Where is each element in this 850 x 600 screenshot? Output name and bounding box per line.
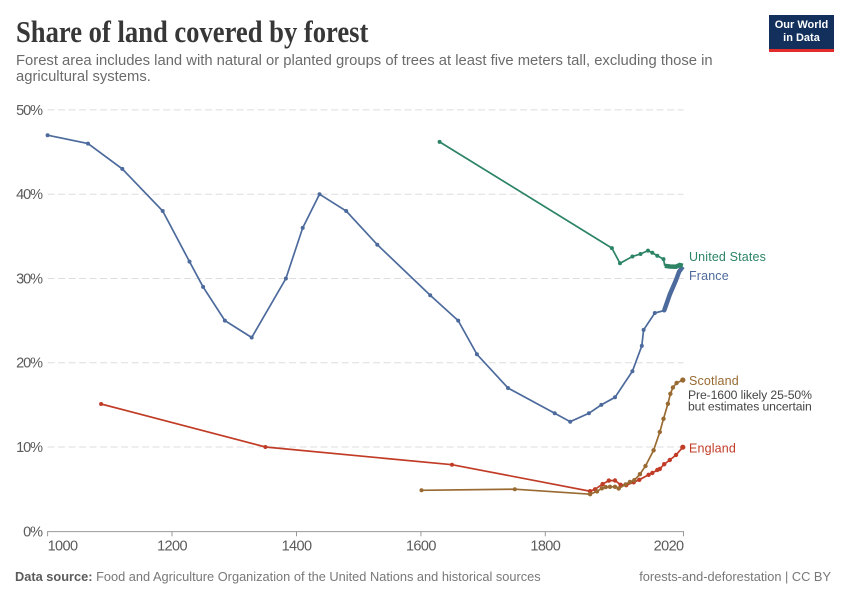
svg-text:50%: 50%	[16, 103, 43, 119]
svg-text:France: France	[689, 269, 729, 283]
svg-text:20%: 20%	[16, 356, 43, 372]
svg-text:30%: 30%	[16, 272, 43, 288]
svg-text:1000: 1000	[48, 539, 78, 555]
svg-text:10%: 10%	[16, 440, 43, 456]
svg-text:England: England	[689, 441, 736, 455]
svg-text:but estimates uncertain: but estimates uncertain	[688, 399, 812, 413]
svg-text:40%: 40%	[16, 187, 43, 203]
svg-text:1800: 1800	[530, 539, 560, 555]
svg-text:1400: 1400	[282, 539, 312, 555]
svg-text:Scotland: Scotland	[689, 374, 739, 388]
svg-text:1200: 1200	[157, 539, 187, 555]
svg-text:0%: 0%	[23, 525, 43, 541]
svg-text:United States: United States	[689, 250, 766, 264]
svg-text:2020: 2020	[654, 539, 684, 555]
svg-text:1600: 1600	[406, 539, 436, 555]
svg-text:Pre-1600 likely 25-50%: Pre-1600 likely 25-50%	[688, 388, 812, 402]
